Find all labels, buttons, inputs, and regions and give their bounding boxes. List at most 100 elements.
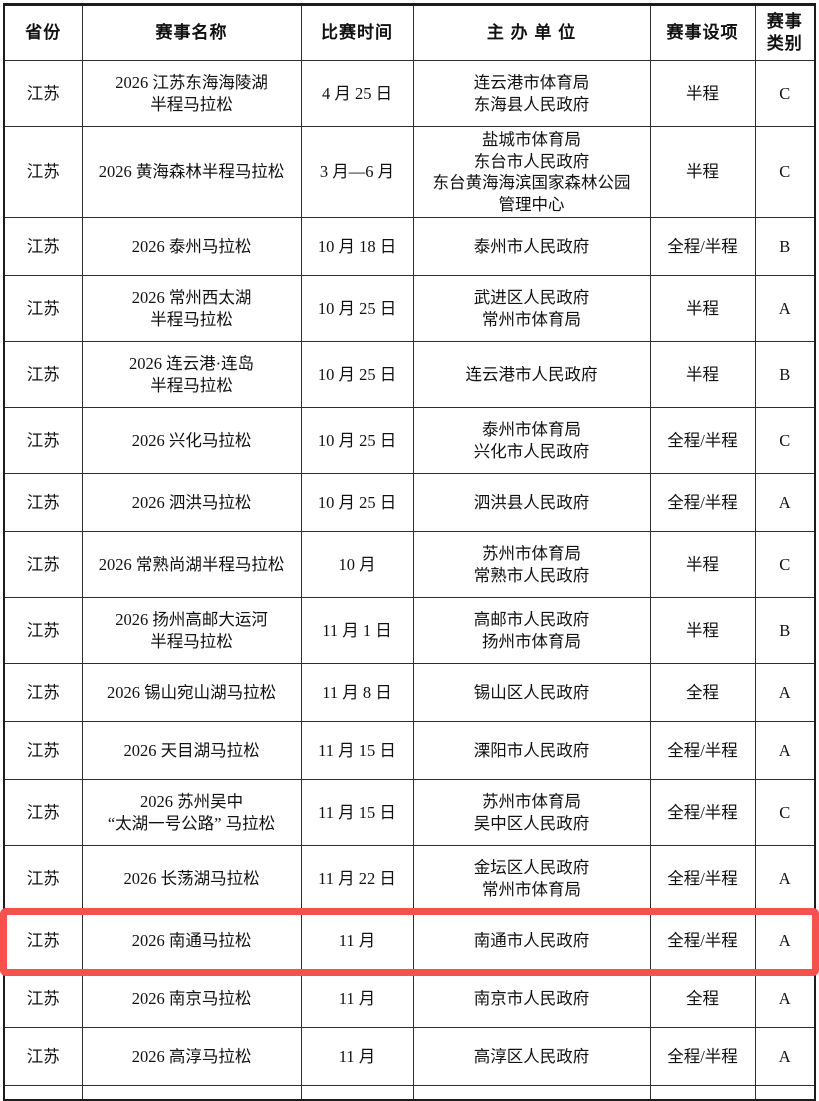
events-cell bbox=[649, 1085, 756, 1100]
events-cell: 全程/半程 bbox=[649, 845, 756, 912]
category-cell: A bbox=[754, 1027, 816, 1086]
organizer-cell: 高淳区人民政府 bbox=[412, 1027, 651, 1086]
province-cell: 江苏 bbox=[3, 663, 83, 722]
category-cell: B bbox=[754, 217, 816, 276]
organizer-cell bbox=[412, 1085, 651, 1100]
events-cell: 半程 bbox=[649, 341, 756, 408]
table-row: 江苏 2026 常州西太湖 半程马拉松 10 月 25 日 武进区人民政府 常州… bbox=[3, 275, 816, 342]
event-name-cell: 2026 锡山宛山湖马拉松 bbox=[81, 663, 302, 722]
date-cell: 11 月 bbox=[300, 911, 414, 970]
events-cell: 半程 bbox=[649, 275, 756, 342]
organizer-cell: 溧阳市人民政府 bbox=[412, 721, 651, 780]
organizer-cell: 高邮市人民政府 扬州市体育局 bbox=[412, 597, 651, 664]
province-cell: 江苏 bbox=[3, 60, 83, 127]
events-cell: 全程/半程 bbox=[649, 779, 756, 846]
organizer-cell: 连云港市体育局 东海县人民政府 bbox=[412, 60, 651, 127]
province-cell: 江苏 bbox=[3, 217, 83, 276]
event-name-cell bbox=[81, 1085, 302, 1100]
event-name-cell: 2026 兴化马拉松 bbox=[81, 407, 302, 474]
province-cell: 江苏 bbox=[3, 911, 83, 970]
province-cell: 江苏 bbox=[3, 275, 83, 342]
table-header: 省份 赛事名称 比赛时间 主 办 单 位 赛事设项 赛事类别 bbox=[3, 4, 816, 61]
category-cell: B bbox=[754, 341, 816, 408]
date-cell: 11 月 22 日 bbox=[300, 845, 414, 912]
province-cell: 江苏 bbox=[3, 597, 83, 664]
event-name-cell: 2026 连云港·连岛 半程马拉松 bbox=[81, 341, 302, 408]
table-row: 江苏 2026 连云港·连岛 半程马拉松 10 月 25 日 连云港市人民政府 … bbox=[3, 341, 816, 408]
table-row: 江苏 2026 兴化马拉松 10 月 25 日 泰州市体育局 兴化市人民政府 全… bbox=[3, 407, 816, 474]
events-cell: 半程 bbox=[649, 597, 756, 664]
table-row: 江苏 2026 苏州吴中 “太湖一号公路” 马拉松 11 月 15 日 苏州市体… bbox=[3, 779, 816, 846]
events-cell: 全程 bbox=[649, 969, 756, 1028]
events-cell: 全程/半程 bbox=[649, 407, 756, 474]
organizer-cell: 南通市人民政府 bbox=[412, 911, 651, 970]
table-row: 江苏 2026 泰州马拉松 10 月 18 日 泰州市人民政府 全程/半程 B bbox=[3, 217, 816, 276]
category-cell: A bbox=[754, 845, 816, 912]
province-cell: 江苏 bbox=[3, 473, 83, 532]
events-cell: 全程/半程 bbox=[649, 217, 756, 276]
date-cell: 10 月 bbox=[300, 531, 414, 598]
organizer-cell: 苏州市体育局 常熟市人民政府 bbox=[412, 531, 651, 598]
date-cell: 3 月—6 月 bbox=[300, 126, 414, 218]
table-row: 江苏 2026 锡山宛山湖马拉松 11 月 8 日 锡山区人民政府 全程 A bbox=[3, 663, 816, 722]
date-cell: 11 月 bbox=[300, 1027, 414, 1086]
organizer-cell: 南京市人民政府 bbox=[412, 969, 651, 1028]
event-name-cell: 2026 扬州高邮大运河 半程马拉松 bbox=[81, 597, 302, 664]
province-cell bbox=[3, 1085, 83, 1100]
events-cell: 全程/半程 bbox=[649, 473, 756, 532]
events-cell: 全程/半程 bbox=[649, 1027, 756, 1086]
date-cell: 10 月 18 日 bbox=[300, 217, 414, 276]
table-row: 江苏 2026 常熟尚湖半程马拉松 10 月 苏州市体育局 常熟市人民政府 半程… bbox=[3, 531, 816, 598]
date-cell: 10 月 25 日 bbox=[300, 341, 414, 408]
event-name-cell: 2026 江苏东海海陵湖 半程马拉松 bbox=[81, 60, 302, 127]
province-cell: 江苏 bbox=[3, 341, 83, 408]
category-cell bbox=[754, 1085, 816, 1100]
province-cell: 江苏 bbox=[3, 407, 83, 474]
events-cell: 全程/半程 bbox=[649, 911, 756, 970]
table-row: 江苏 2026 高淳马拉松 11 月 高淳区人民政府 全程/半程 A bbox=[3, 1027, 816, 1086]
category-cell: C bbox=[754, 126, 816, 218]
province-cell: 江苏 bbox=[3, 1027, 83, 1086]
header-date: 比赛时间 bbox=[300, 4, 414, 61]
header-category: 赛事类别 bbox=[754, 4, 816, 61]
event-name-cell: 2026 泗洪马拉松 bbox=[81, 473, 302, 532]
date-cell: 11 月 8 日 bbox=[300, 663, 414, 722]
table-row: 江苏 2026 南京马拉松 11 月 南京市人民政府 全程 A bbox=[3, 969, 816, 1028]
events-cell: 半程 bbox=[649, 126, 756, 218]
event-name-cell: 2026 黄海森林半程马拉松 bbox=[81, 126, 302, 218]
event-name-cell: 2026 泰州马拉松 bbox=[81, 217, 302, 276]
events-cell: 半程 bbox=[649, 60, 756, 127]
organizer-cell: 连云港市人民政府 bbox=[412, 341, 651, 408]
category-cell: A bbox=[754, 969, 816, 1028]
category-cell: C bbox=[754, 60, 816, 127]
organizer-cell: 武进区人民政府 常州市体育局 bbox=[412, 275, 651, 342]
header-province: 省份 bbox=[3, 4, 83, 61]
event-name-cell: 2026 南京马拉松 bbox=[81, 969, 302, 1028]
events-cell: 全程/半程 bbox=[649, 721, 756, 780]
category-cell: C bbox=[754, 531, 816, 598]
date-cell bbox=[300, 1085, 414, 1100]
province-cell: 江苏 bbox=[3, 845, 83, 912]
organizer-cell: 苏州市体育局 吴中区人民政府 bbox=[412, 779, 651, 846]
header-row: 省份 赛事名称 比赛时间 主 办 单 位 赛事设项 赛事类别 bbox=[3, 4, 816, 61]
table-row: 江苏 2026 南通马拉松 11 月 南通市人民政府 全程/半程 A bbox=[3, 911, 816, 970]
table-row: 江苏 2026 泗洪马拉松 10 月 25 日 泗洪县人民政府 全程/半程 A bbox=[3, 473, 816, 532]
document-page: 省份 赛事名称 比赛时间 主 办 单 位 赛事设项 赛事类别 江苏 2026 江… bbox=[3, 3, 816, 1101]
category-cell: A bbox=[754, 663, 816, 722]
date-cell: 10 月 25 日 bbox=[300, 407, 414, 474]
header-events: 赛事设项 bbox=[649, 4, 756, 61]
date-cell: 10 月 25 日 bbox=[300, 473, 414, 532]
event-name-cell: 2026 高淳马拉松 bbox=[81, 1027, 302, 1086]
events-cell: 半程 bbox=[649, 531, 756, 598]
organizer-cell: 泰州市体育局 兴化市人民政府 bbox=[412, 407, 651, 474]
table-row: 江苏 2026 长荡湖马拉松 11 月 22 日 金坛区人民政府 常州市体育局 … bbox=[3, 845, 816, 912]
event-name-cell: 2026 常州西太湖 半程马拉松 bbox=[81, 275, 302, 342]
category-cell: A bbox=[754, 473, 816, 532]
date-cell: 11 月 15 日 bbox=[300, 721, 414, 780]
organizer-cell: 泗洪县人民政府 bbox=[412, 473, 651, 532]
date-cell: 4 月 25 日 bbox=[300, 60, 414, 127]
events-cell: 全程 bbox=[649, 663, 756, 722]
province-cell: 江苏 bbox=[3, 969, 83, 1028]
event-name-cell: 2026 常熟尚湖半程马拉松 bbox=[81, 531, 302, 598]
category-cell: A bbox=[754, 275, 816, 342]
